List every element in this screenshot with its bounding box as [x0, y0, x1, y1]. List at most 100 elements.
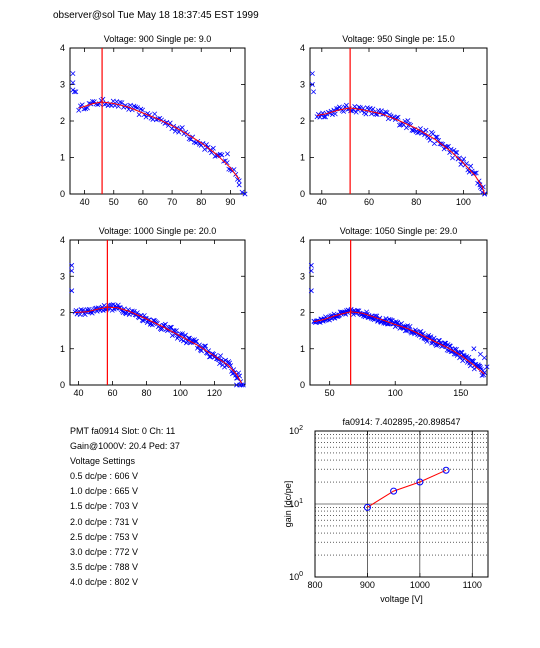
data-point — [184, 338, 190, 344]
data-point — [471, 358, 477, 364]
data-point — [168, 324, 174, 330]
data-point — [134, 105, 140, 111]
gain-fit-line — [367, 469, 447, 508]
fit-curve — [75, 306, 243, 384]
chart-3: Voltage: 1000 Single pe: 20.040 60 80 100 12… — [60, 226, 246, 398]
y-tick-label: 0 — [300, 189, 305, 199]
data-point — [162, 321, 168, 327]
y-tick-label: 3 — [60, 80, 65, 90]
x-tick-label: 60 — [364, 197, 374, 207]
data-point — [100, 96, 106, 102]
data-point — [218, 353, 224, 359]
x-tick-label: 120 — [207, 388, 222, 398]
data-point — [447, 150, 453, 156]
y-tick-label: 1 — [60, 153, 65, 163]
data-point — [370, 106, 376, 112]
data-point — [203, 343, 208, 349]
data-point — [217, 361, 223, 367]
data-point — [198, 348, 204, 354]
data-point — [395, 319, 401, 325]
data-point — [71, 89, 77, 95]
data-point — [384, 110, 390, 116]
data-point — [311, 89, 317, 95]
data-point — [152, 111, 158, 117]
x-tick-label: 100 — [456, 197, 471, 207]
x-tick-label: 150 — [453, 388, 468, 398]
y-tick-label: 4 — [60, 43, 65, 53]
data-point — [239, 189, 245, 195]
data-point — [471, 346, 477, 352]
plot-frame — [314, 430, 489, 578]
voltage-setting: 2.5 dc/pe : 753 V — [70, 531, 139, 542]
data-point — [69, 288, 75, 294]
x-tick-label: 80 — [141, 388, 151, 398]
fit-curve — [78, 101, 240, 180]
y-tick-label: 101 — [289, 498, 303, 509]
data-point — [239, 382, 245, 388]
data-point — [115, 302, 121, 308]
data-point — [169, 126, 175, 132]
y-tick-label: 2 — [60, 308, 65, 318]
data-point — [396, 122, 402, 128]
voltage-settings-title: Voltage Settings — [70, 456, 136, 467]
data-point — [322, 114, 328, 120]
data-point — [481, 355, 487, 361]
x-tick-label: 40 — [80, 197, 90, 207]
data-point — [202, 343, 207, 349]
data-point — [70, 80, 76, 86]
x-tick-label: 40 — [317, 197, 327, 207]
data-point — [228, 363, 234, 369]
data-point — [202, 146, 208, 152]
chart-title: Voltage: 950 Single pe: 15.0 — [342, 34, 455, 44]
x-tick-label: 1000 — [410, 580, 430, 590]
x-tick-label: 100 — [173, 388, 188, 398]
chart-title: Voltage: 1050 Single pe: 29.0 — [340, 226, 458, 236]
gain-point — [390, 487, 398, 495]
fit-curve — [313, 311, 485, 375]
data-point — [434, 134, 440, 140]
data-point — [179, 125, 185, 131]
y-tick-label: 0 — [300, 380, 305, 390]
data-point — [459, 350, 465, 356]
data-point — [76, 107, 82, 113]
data-point — [225, 151, 230, 157]
data-point — [224, 160, 230, 166]
voltage-setting: 3.5 dc/pe : 788 V — [70, 561, 139, 572]
y-tick-label: 102 — [289, 425, 303, 436]
data-point — [444, 144, 450, 150]
data-point — [477, 351, 483, 357]
y-tick-label: 1 — [300, 344, 305, 354]
data-point — [240, 382, 246, 388]
gain-pedestal: Gain@1000V: 20.4 Ped: 37 — [70, 441, 180, 452]
y-tick-label: 0 — [60, 189, 65, 199]
data-point — [454, 150, 460, 156]
voltage-setting: 1.5 dc/pe : 703 V — [70, 501, 139, 512]
data-point — [363, 111, 369, 117]
voltage-setting: 2.0 dc/pe : 731 V — [70, 516, 139, 527]
data-point — [210, 145, 216, 151]
data-point — [458, 161, 464, 167]
gain-point — [442, 466, 450, 474]
data-point — [206, 348, 211, 354]
data-point — [188, 137, 194, 142]
x-tick-label: 50 — [325, 388, 335, 398]
x-tick-label: 1100 — [463, 580, 482, 590]
data-point — [423, 127, 429, 133]
data-point — [447, 343, 453, 349]
fit-curve — [317, 107, 486, 195]
chart-5: fa0914: 7.402895,-20.898547 800 900 1000 110… — [283, 417, 489, 604]
data-point — [403, 125, 409, 131]
data-point — [415, 130, 421, 136]
data-point — [172, 128, 178, 134]
y-tick-label: 1 — [300, 153, 305, 163]
data-point — [70, 71, 76, 77]
x-tick-label: 70 — [167, 197, 177, 207]
data-point — [427, 137, 433, 143]
data-point — [407, 323, 413, 329]
data-point — [469, 168, 475, 174]
data-point — [180, 338, 186, 344]
data-point — [454, 346, 459, 352]
chart-4: Voltage: 1050 Single pe: 29.0 50 100 150 0 1 2… — [300, 226, 490, 398]
data-point — [193, 338, 199, 344]
